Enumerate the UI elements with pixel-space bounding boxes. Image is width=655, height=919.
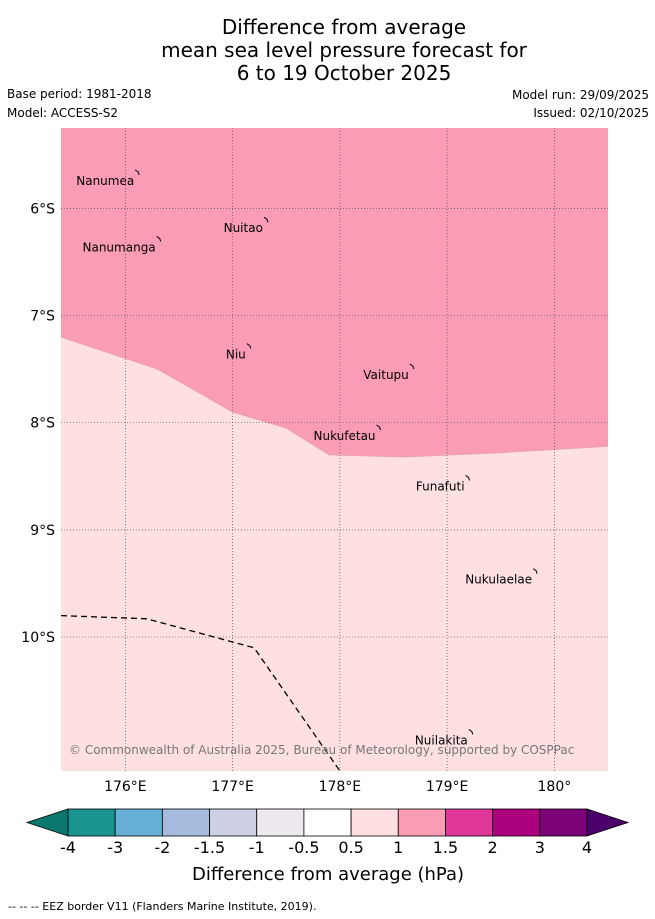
colorbar-segment bbox=[209, 808, 258, 837]
island-label: Nukulaelae bbox=[465, 573, 532, 587]
island-shape bbox=[376, 424, 382, 431]
island-shape bbox=[134, 169, 140, 176]
colorbar-tick-label: -0.5 bbox=[288, 838, 319, 857]
island-label: Nanumanga bbox=[83, 240, 156, 254]
issued-date: Issued: 02/10/2025 bbox=[533, 106, 649, 120]
island-label: Niu bbox=[226, 348, 246, 362]
colorbar-segment bbox=[67, 808, 116, 837]
colorbar-tick-label: 1.5 bbox=[433, 838, 458, 857]
base-period: Base period: 1981-2018 bbox=[7, 87, 152, 101]
colorbar-segment bbox=[445, 808, 494, 837]
island-label: Vaitupu bbox=[363, 368, 409, 382]
colorbar-tick-label: -4 bbox=[60, 838, 76, 857]
colorbar-over-arrow bbox=[586, 808, 630, 837]
map-svg: Nanumea Nuitao Nanumanga Niu Vaitupu Nukufeta… bbox=[21, 128, 630, 885]
colorbar-tick-label: -2 bbox=[154, 838, 170, 857]
colorbar-segment bbox=[539, 808, 588, 837]
lon-tick-label: 180° bbox=[538, 779, 572, 795]
lat-tick-label: 10°S bbox=[21, 630, 55, 646]
island-label: Funafuti bbox=[416, 479, 465, 493]
axis-labels: 176°E 177°E 178°E 179°E 180° 6°S 7°S 8°S 9°S 10°S bbox=[21, 201, 571, 795]
colorbar-tick-label: 1 bbox=[393, 838, 403, 857]
copyright-text: © Commonwealth of Australia 2025, Bureau… bbox=[69, 743, 574, 757]
model-run: Model run: 29/09/2025 bbox=[511, 88, 649, 102]
colorbar-tick-label: -1 bbox=[249, 838, 265, 857]
eez-border bbox=[60, 614, 341, 772]
colorbar-title: Difference from average (hPa) bbox=[192, 864, 464, 885]
island-shape bbox=[263, 216, 269, 223]
lon-tick-label: 177°E bbox=[211, 779, 254, 795]
island-shape bbox=[468, 729, 474, 735]
islands: Nanumea Nuitao Nanumanga Niu Vaitupu Nukufeta… bbox=[76, 169, 538, 747]
lat-tick-label: 8°S bbox=[30, 416, 55, 432]
lat-tick-label: 7°S bbox=[30, 309, 55, 325]
colorbar: -4 -3 -2 -1.5 -1 -0.5 0.5 1 1.5 2 3 4 bbox=[25, 808, 630, 857]
colorbar-tick-label: -1.5 bbox=[194, 838, 225, 857]
colorbar-tick-label: -3 bbox=[107, 838, 123, 857]
island-shape bbox=[156, 236, 162, 242]
island-shape bbox=[532, 568, 538, 574]
colorbar-segment bbox=[397, 808, 446, 837]
colorbar-segment bbox=[114, 808, 163, 837]
gridlines bbox=[61, 128, 608, 771]
contour-1-hpa bbox=[60, 336, 609, 458]
model-name: Model: ACCESS-S2 bbox=[7, 106, 119, 120]
island-shape bbox=[246, 343, 252, 349]
colorbar-tick-label: 4 bbox=[582, 838, 592, 857]
lat-tick-label: 6°S bbox=[30, 201, 55, 217]
colorbar-tick-label: 0.5 bbox=[338, 838, 363, 857]
colorbar-tick-label: 2 bbox=[488, 838, 498, 857]
island-shape bbox=[409, 363, 415, 370]
chart-title: Difference from average mean sea level p… bbox=[0, 16, 655, 85]
island-label: Nanumea bbox=[76, 174, 134, 188]
lat-tick-label: 9°S bbox=[30, 523, 55, 539]
colorbar-segment bbox=[256, 808, 305, 837]
pressure-band-0-5-to-1 bbox=[61, 337, 608, 771]
title-line-3: 6 to 19 October 2025 bbox=[236, 61, 452, 85]
island-label: Nuitao bbox=[224, 221, 263, 235]
lon-tick-label: 176°E bbox=[104, 779, 147, 795]
colorbar-segment bbox=[492, 808, 541, 837]
island-label: Nuilakita bbox=[415, 733, 468, 747]
colorbar-segment bbox=[350, 808, 399, 837]
title-line-2: mean sea level pressure forecast for bbox=[161, 38, 527, 62]
title-line-1: Difference from average bbox=[221, 15, 467, 39]
map-area: Nanumea Nuitao Nanumanga Niu Vaitupu Nukufeta… bbox=[60, 128, 609, 772]
colorbar-under-arrow bbox=[25, 808, 69, 837]
colorbar-segment bbox=[161, 808, 210, 837]
island-label: Nukufetau bbox=[314, 429, 376, 443]
colorbar-tick-label: 3 bbox=[535, 838, 545, 857]
eez-footnote: -- -- -- EEZ border V11 (Flanders Marine… bbox=[8, 900, 317, 913]
colorbar-segment bbox=[303, 808, 352, 837]
island-shape bbox=[465, 475, 471, 481]
lon-tick-label: 178°E bbox=[319, 779, 362, 795]
lon-tick-label: 179°E bbox=[426, 779, 469, 795]
